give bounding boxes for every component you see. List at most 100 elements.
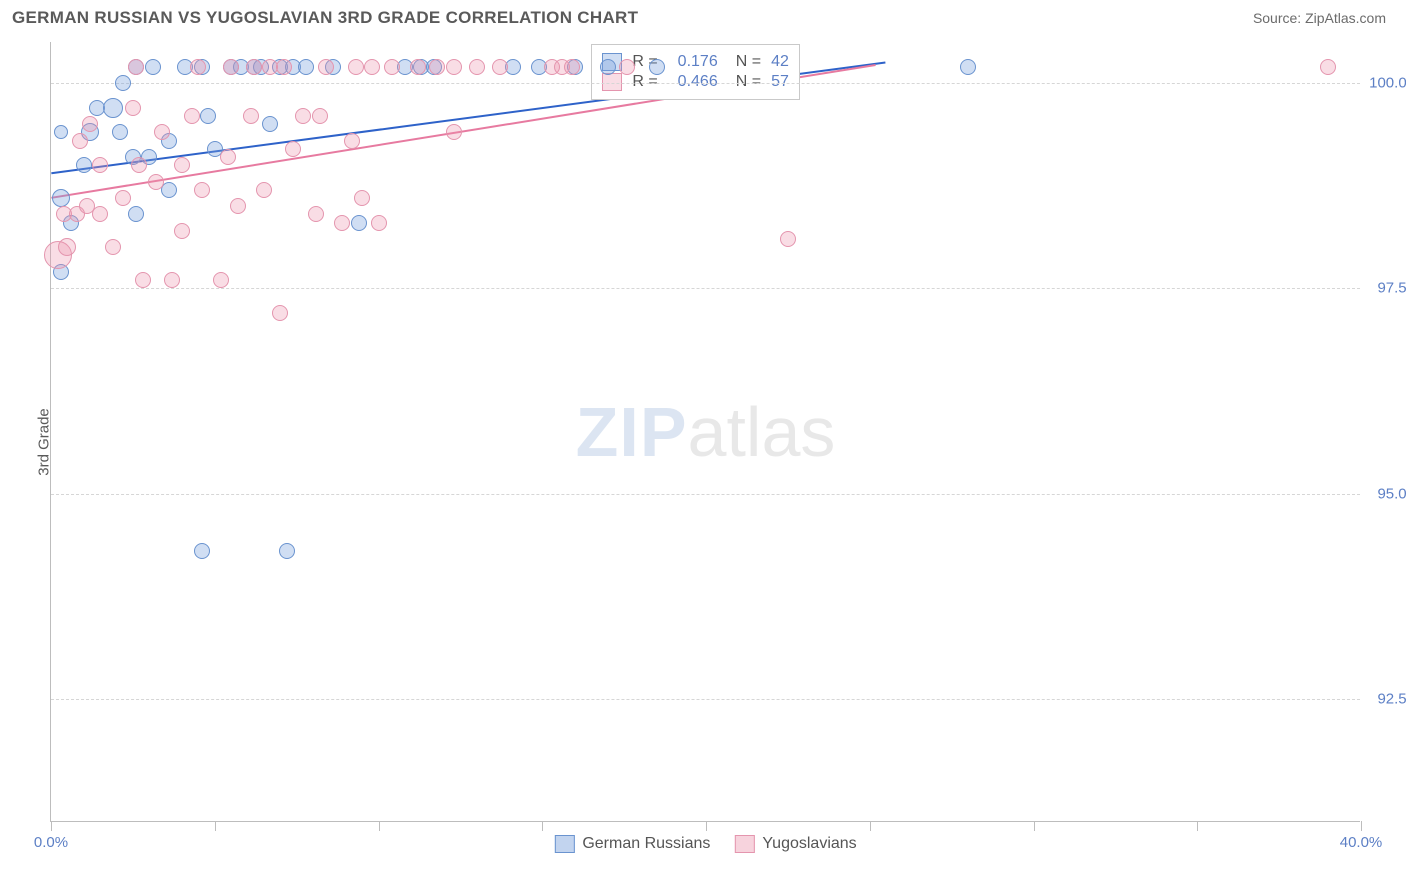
data-point [354, 190, 370, 206]
legend-label: German Russians [582, 835, 710, 853]
data-point [308, 206, 324, 222]
data-point [135, 272, 151, 288]
data-point [174, 157, 190, 173]
data-point [298, 59, 314, 75]
data-point [184, 108, 200, 124]
data-point [223, 59, 239, 75]
data-point [619, 59, 635, 75]
x-tick [1361, 821, 1362, 831]
data-point [446, 124, 462, 140]
data-point [164, 272, 180, 288]
data-point [364, 59, 380, 75]
n-value: 57 [771, 73, 789, 91]
n-label: N = [736, 73, 761, 91]
grid-line [51, 699, 1360, 700]
data-point [58, 238, 76, 256]
data-point [128, 59, 144, 75]
plot-region: ZIPatlas R =0.176N =42R =0.466N =57 Germ… [50, 42, 1360, 822]
data-point [649, 59, 665, 75]
data-point [200, 108, 216, 124]
legend-item: German Russians [554, 835, 710, 853]
data-point [243, 108, 259, 124]
legend-item: Yugoslavians [734, 835, 856, 853]
n-value: 42 [771, 53, 789, 71]
x-tick [1034, 821, 1035, 831]
x-tick [379, 821, 380, 831]
x-tick [51, 821, 52, 831]
data-point [410, 59, 426, 75]
data-point [115, 190, 131, 206]
chart-source: Source: ZipAtlas.com [1253, 10, 1386, 26]
data-point [256, 182, 272, 198]
x-tick-label: 40.0% [1340, 834, 1383, 851]
x-tick [706, 821, 707, 831]
data-point [279, 543, 295, 559]
data-point [72, 133, 88, 149]
x-tick [870, 821, 871, 831]
data-point [351, 215, 367, 231]
data-point [52, 189, 70, 207]
x-tick [215, 821, 216, 831]
data-point [780, 231, 796, 247]
legend-swatch [554, 835, 574, 853]
source-label: Source: [1253, 10, 1305, 26]
chart-area: 3rd Grade ZIPatlas R =0.176N =42R =0.466… [0, 32, 1406, 852]
data-point [174, 223, 190, 239]
legend-swatch [602, 73, 622, 91]
data-point [285, 141, 301, 157]
data-point [348, 59, 364, 75]
data-point [92, 157, 108, 173]
data-point [295, 108, 311, 124]
legend-label: Yugoslavians [762, 835, 856, 853]
n-label: N = [736, 53, 761, 71]
trend-lines-layer [51, 42, 1360, 821]
x-tick [542, 821, 543, 831]
data-point [272, 305, 288, 321]
data-point [384, 59, 400, 75]
data-point [492, 59, 508, 75]
data-point [312, 108, 328, 124]
series-legend: German Russians Yugoslavians [554, 835, 856, 853]
data-point [148, 174, 164, 190]
grid-line [51, 494, 1360, 495]
data-point [82, 116, 98, 132]
legend-row: R =0.466N =57 [602, 73, 788, 91]
data-point [246, 59, 262, 75]
chart-header: GERMAN RUSSIAN VS YUGOSLAVIAN 3RD GRADE … [0, 0, 1406, 32]
grid-line [51, 83, 1360, 84]
y-tick-label: 97.5% [1377, 280, 1406, 297]
y-tick-label: 92.5% [1377, 690, 1406, 707]
data-point [194, 543, 210, 559]
watermark-zip: ZIP [576, 393, 688, 471]
chart-title: GERMAN RUSSIAN VS YUGOSLAVIAN 3RD GRADE … [12, 8, 638, 28]
data-point [230, 198, 246, 214]
source-link[interactable]: ZipAtlas.com [1305, 10, 1386, 26]
r-label: R = [632, 73, 657, 91]
data-point [318, 59, 334, 75]
data-point [960, 59, 976, 75]
data-point [154, 124, 170, 140]
data-point [276, 59, 292, 75]
data-point [131, 157, 147, 173]
data-point [344, 133, 360, 149]
x-tick [1197, 821, 1198, 831]
watermark: ZIPatlas [576, 392, 836, 472]
data-point [600, 59, 616, 75]
data-point [469, 59, 485, 75]
x-tick-label: 0.0% [34, 834, 68, 851]
y-tick-label: 100.0% [1369, 75, 1406, 92]
grid-line [51, 288, 1360, 289]
data-point [429, 59, 445, 75]
data-point [92, 206, 108, 222]
data-point [1320, 59, 1336, 75]
data-point [128, 206, 144, 222]
r-value: 0.176 [668, 53, 718, 71]
data-point [125, 100, 141, 116]
data-point [194, 182, 210, 198]
y-tick-label: 95.0% [1377, 485, 1406, 502]
legend-swatch [734, 835, 754, 853]
data-point [371, 215, 387, 231]
data-point [145, 59, 161, 75]
data-point [220, 149, 236, 165]
data-point [213, 272, 229, 288]
